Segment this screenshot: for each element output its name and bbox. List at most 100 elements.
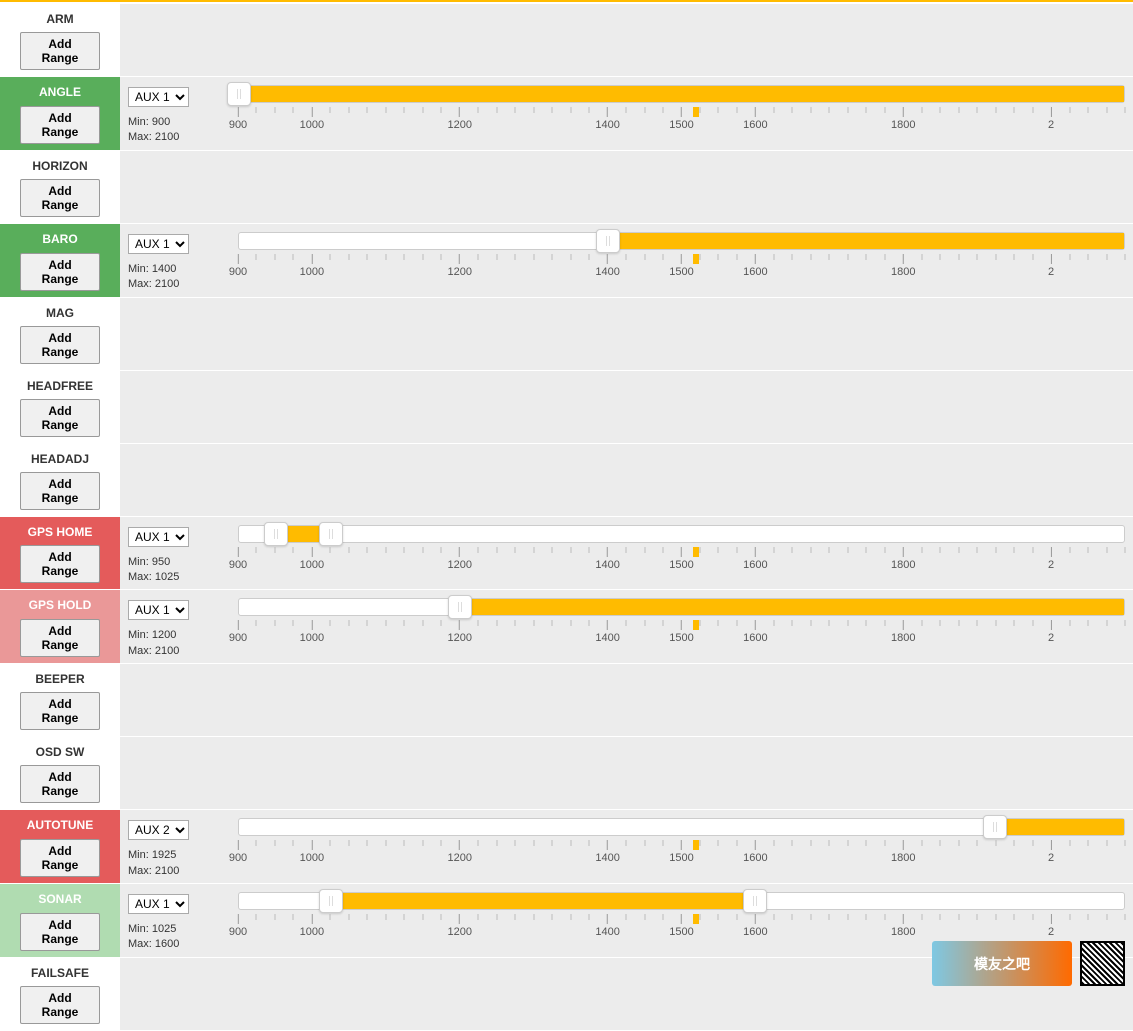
add-range-button[interactable]: Add Range [20,472,100,510]
aux-select[interactable]: AUX 1AUX 2AUX 3AUX 4 [128,234,189,254]
tick-minor [921,620,922,626]
tick-minor [995,840,996,846]
add-range-button[interactable]: Add Range [20,326,100,364]
tick-minor [515,107,516,113]
tick-minor [1032,840,1033,846]
tick-label: 1500 [669,632,693,644]
minmax-display: Min: 1925Max: 2100 [128,848,238,879]
slider-area: 9001000120014001500160018002 [238,232,1133,293]
channel-marker [693,914,699,924]
slider-handle-max[interactable] [743,889,767,913]
tick-major: 1200 [448,840,472,864]
tick-label: 1600 [743,119,767,131]
tick-minor [921,840,922,846]
tick-minor [663,547,664,553]
slider-area: 9001000120014001500160018002 [238,85,1133,146]
mode-row-angle: ANGLEAdd RangeAUX 1AUX 2AUX 3AUX 4Min: 9… [0,77,1133,151]
tick-minor [958,914,959,920]
tick-minor [293,620,294,626]
channel-marker [693,547,699,557]
add-range-button[interactable]: Add Range [20,839,100,877]
slider-handle-min[interactable] [983,815,1007,839]
slider-track[interactable] [238,818,1125,836]
add-range-button[interactable]: Add Range [20,913,100,951]
tick-minor [1014,547,1015,553]
slider-handle-min[interactable] [596,229,620,253]
tick-minor [533,620,534,626]
tick-minor [792,840,793,846]
tick-minor [718,107,719,113]
add-range-button[interactable]: Add Range [20,692,100,730]
tick-label: 900 [229,632,247,644]
tick-scale: 9001000120014001500160018002 [238,914,1125,942]
mode-header: HORIZONAdd Range [0,151,120,223]
add-range-button[interactable]: Add Range [20,32,100,70]
add-range-button[interactable]: Add Range [20,106,100,144]
slider-track[interactable] [238,892,1125,910]
mode-row-headfree: HEADFREEAdd Range [0,371,1133,444]
aux-select[interactable]: AUX 1AUX 2AUX 3AUX 4 [128,820,189,840]
tick-minor [256,840,257,846]
tick-minor [810,840,811,846]
tick-minor [995,914,996,920]
tick-minor [1125,254,1126,260]
tick-major: 2 [1048,547,1054,571]
slider-handle-max[interactable] [319,522,343,546]
tick-label: 1600 [743,559,767,571]
slider-track[interactable] [238,85,1125,103]
tick-minor [921,107,922,113]
tick-minor [293,840,294,846]
slider-track[interactable] [238,598,1125,616]
slider-handle-min[interactable] [319,889,343,913]
mode-row-gps-home: GPS HOMEAdd RangeAUX 1AUX 2AUX 3AUX 4Min… [0,517,1133,591]
tick-minor [1014,620,1015,626]
tick-minor [552,914,553,920]
tick-minor [699,620,700,626]
logo-image: 模友之吧 [932,941,1072,986]
tick-minor [570,254,571,260]
add-range-button[interactable]: Add Range [20,179,100,217]
tick-minor [829,840,830,846]
aux-select[interactable]: AUX 1AUX 2AUX 3AUX 4 [128,894,189,914]
add-range-button[interactable]: Add Range [20,253,100,291]
tick-major: 1000 [300,914,324,938]
tick-scale: 9001000120014001500160018002 [238,547,1125,575]
add-range-button[interactable]: Add Range [20,399,100,437]
tick-major: 1400 [595,254,619,278]
tick-minor [274,620,275,626]
mode-header: GPS HOMEAdd Range [0,517,120,590]
tick-minor [1088,107,1089,113]
aux-select[interactable]: AUX 1AUX 2AUX 3AUX 4 [128,87,189,107]
slider-handle-min[interactable] [227,82,251,106]
tick-minor [330,620,331,626]
tick-minor [644,840,645,846]
mode-name: OSD SW [8,743,112,759]
add-range-button[interactable]: Add Range [20,545,100,583]
mode-header: ARMAdd Range [0,4,120,76]
tick-label: 2 [1048,119,1054,131]
tick-minor [570,840,571,846]
tick-minor [1032,914,1033,920]
slider-handle-min[interactable] [448,595,472,619]
tick-minor [385,840,386,846]
add-range-button[interactable]: Add Range [20,619,100,657]
slider-handle-min[interactable] [264,522,288,546]
aux-select[interactable]: AUX 1AUX 2AUX 3AUX 4 [128,527,189,547]
tick-label: 1600 [743,926,767,938]
add-range-button[interactable]: Add Range [20,986,100,1024]
tick-major: 2 [1048,914,1054,938]
mode-name: ANGLE [8,83,112,99]
add-range-button[interactable]: Add Range [20,765,100,803]
range-body-empty [120,298,1133,370]
tick-minor [884,547,885,553]
slider-track[interactable] [238,232,1125,250]
mode-header: HEADFREEAdd Range [0,371,120,443]
aux-select[interactable]: AUX 1AUX 2AUX 3AUX 4 [128,600,189,620]
slider-track[interactable] [238,525,1125,543]
tick-major: 1600 [743,254,767,278]
tick-major: 1600 [743,547,767,571]
tick-minor [977,547,978,553]
tick-label: 1200 [448,852,472,864]
mode-name: AUTOTUNE [8,816,112,832]
tick-major: 2 [1048,107,1054,131]
